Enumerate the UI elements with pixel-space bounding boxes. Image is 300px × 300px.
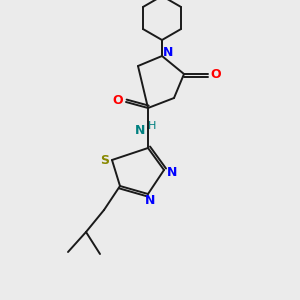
Text: N: N (145, 194, 155, 208)
Text: O: O (113, 94, 123, 107)
Text: N: N (135, 124, 145, 136)
Text: N: N (167, 166, 177, 178)
Text: O: O (211, 68, 221, 80)
Text: N: N (163, 46, 173, 59)
Text: H: H (148, 121, 156, 131)
Text: S: S (100, 154, 109, 166)
